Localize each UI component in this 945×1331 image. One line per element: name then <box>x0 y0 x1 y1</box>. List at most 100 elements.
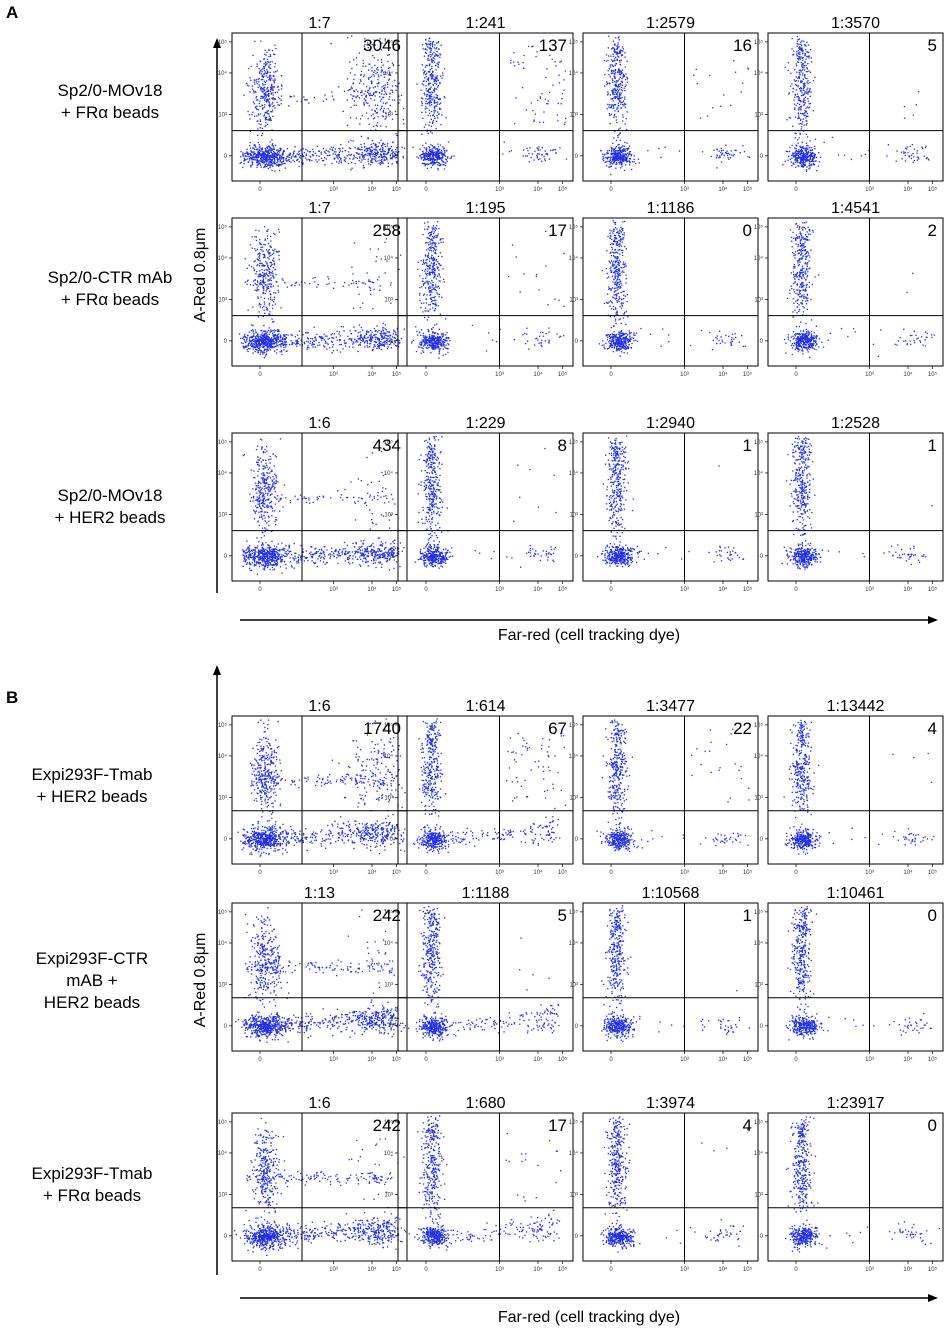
data-point <box>264 106 265 107</box>
data-point <box>261 79 262 80</box>
data-point <box>363 165 364 166</box>
scatter-points <box>240 36 406 172</box>
data-point <box>268 119 269 120</box>
data-point <box>281 75 282 76</box>
data-point <box>395 151 396 152</box>
data-point <box>278 86 279 87</box>
data-point <box>295 146 296 147</box>
data-point <box>255 106 256 107</box>
data-point <box>268 96 269 97</box>
data-point <box>273 105 274 106</box>
data-point <box>259 154 260 155</box>
data-point <box>254 153 255 154</box>
data-point <box>367 150 368 151</box>
data-point <box>280 150 281 151</box>
data-point <box>265 97 266 98</box>
data-point <box>379 96 380 97</box>
data-point <box>389 96 390 97</box>
data-point <box>286 158 287 159</box>
data-point <box>270 64 271 65</box>
data-point <box>381 91 382 92</box>
data-point <box>270 147 271 148</box>
data-point <box>382 151 383 152</box>
data-point <box>272 154 273 155</box>
data-point <box>381 108 382 109</box>
data-point <box>416 156 417 157</box>
data-point <box>316 155 317 156</box>
data-point <box>281 86 282 87</box>
data-point <box>281 88 282 89</box>
data-point <box>245 159 246 160</box>
data-point <box>288 157 289 158</box>
data-point <box>257 159 258 160</box>
data-point <box>379 149 380 150</box>
data-point <box>275 63 276 64</box>
data-point <box>371 80 372 81</box>
data-point <box>256 156 257 157</box>
data-point <box>350 117 351 118</box>
data-point <box>361 136 362 137</box>
x-tick-label: 10³ <box>329 187 338 193</box>
data-point <box>249 114 250 115</box>
data-point <box>332 96 333 97</box>
data-point <box>278 89 279 90</box>
data-point <box>264 104 265 105</box>
data-point <box>371 95 372 96</box>
data-point <box>249 91 250 92</box>
data-point <box>431 167 432 168</box>
data-point <box>382 97 383 98</box>
data-point <box>351 86 352 87</box>
data-point <box>382 147 383 148</box>
data-point <box>340 150 341 151</box>
data-point <box>389 99 390 100</box>
data-point <box>354 100 355 101</box>
data-point <box>268 67 269 68</box>
data-point <box>250 150 251 151</box>
data-point <box>256 81 257 82</box>
data-point <box>384 94 385 95</box>
data-point <box>262 160 263 161</box>
data-point <box>337 156 338 157</box>
data-point <box>252 147 253 148</box>
data-point <box>262 68 263 69</box>
data-point <box>258 164 259 165</box>
data-point <box>274 99 275 100</box>
data-point <box>348 90 349 91</box>
data-point <box>347 155 348 156</box>
data-point <box>347 99 348 100</box>
data-point <box>247 158 248 159</box>
data-point <box>356 57 357 58</box>
data-point <box>277 104 278 105</box>
data-point <box>265 61 266 62</box>
data-point <box>351 154 352 155</box>
data-point <box>370 77 371 78</box>
data-point <box>262 88 263 89</box>
data-point <box>361 147 362 148</box>
data-point <box>272 116 273 117</box>
data-point <box>252 85 253 86</box>
data-point <box>363 167 364 168</box>
data-point <box>421 158 422 159</box>
data-point <box>300 149 301 150</box>
data-point <box>356 152 357 153</box>
data-point <box>386 102 387 103</box>
data-point <box>257 165 258 166</box>
data-point <box>365 66 366 67</box>
data-point <box>250 166 251 167</box>
data-point <box>392 99 393 100</box>
data-point <box>270 161 271 162</box>
data-point <box>263 74 264 75</box>
data-point <box>306 153 307 154</box>
data-point <box>444 148 445 149</box>
data-point <box>396 135 397 136</box>
data-point <box>385 92 386 93</box>
data-point <box>286 161 287 162</box>
data-point <box>370 160 371 161</box>
data-point <box>353 140 354 141</box>
data-point <box>246 83 247 84</box>
data-point <box>314 97 315 98</box>
data-point <box>341 160 342 161</box>
data-point <box>263 84 264 85</box>
data-point <box>245 156 246 157</box>
data-point <box>265 71 266 72</box>
